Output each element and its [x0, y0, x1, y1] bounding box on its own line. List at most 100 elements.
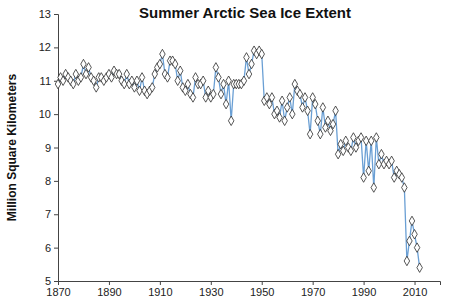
- y-axis: 5 6 7 8 9 10 11 12 13: [39, 8, 59, 287]
- marker: [371, 183, 376, 192]
- y-tick-label: 8: [45, 175, 51, 187]
- marker: [241, 76, 246, 85]
- marker: [216, 73, 221, 82]
- x-tick: 1890: [97, 281, 121, 298]
- marker: [160, 49, 165, 58]
- marker: [402, 183, 407, 192]
- y-tick: 9: [45, 142, 58, 154]
- marker: [399, 173, 404, 182]
- marker: [318, 129, 323, 138]
- marker: [175, 76, 180, 85]
- marker: [407, 236, 412, 245]
- x-tick-label: 1930: [199, 286, 223, 298]
- x-tick-label: 1870: [46, 286, 70, 298]
- marker: [312, 99, 317, 108]
- y-axis-title: Million Square Kilometers: [5, 73, 19, 221]
- title: Summer Arctic Sea Ice Extent: [139, 4, 351, 21]
- x-tick: 1970: [301, 281, 325, 298]
- marker: [228, 116, 233, 125]
- y-tick-label: 10: [39, 108, 51, 120]
- marker: [178, 66, 183, 75]
- marker: [223, 99, 228, 108]
- marker: [315, 116, 320, 125]
- x-tick-mark: [160, 281, 161, 285]
- marker: [417, 263, 422, 272]
- x-tick-label: 1990: [352, 286, 376, 298]
- marker: [290, 109, 295, 118]
- y-tick-mark: [54, 148, 58, 149]
- y-tick: 8: [45, 175, 58, 187]
- x-tick: 1910: [148, 281, 172, 298]
- marker: [157, 59, 162, 68]
- marker: [414, 243, 419, 252]
- y-tick: 5: [45, 275, 58, 287]
- y-tick: 10: [39, 108, 58, 120]
- y-tick: 11: [40, 75, 58, 87]
- marker: [389, 156, 394, 165]
- y-tick: 12: [39, 41, 58, 53]
- x-tick-mark: [313, 281, 314, 285]
- marker: [190, 93, 195, 102]
- marker: [124, 69, 129, 78]
- y-tick-mark: [54, 47, 58, 48]
- marker: [287, 93, 292, 102]
- x-tick-label: 1910: [148, 286, 172, 298]
- y-tick-mark: [54, 281, 58, 282]
- x-tick: 1930: [199, 281, 223, 298]
- marker: [302, 93, 307, 102]
- marker: [282, 116, 287, 125]
- line: [58, 51, 420, 268]
- marker: [213, 63, 218, 72]
- y-tick-mark: [54, 14, 58, 15]
- y-tick-label: 12: [39, 41, 51, 53]
- x-tick-mark: [262, 281, 263, 285]
- marker: [165, 73, 170, 82]
- y-tick-mark: [54, 181, 58, 182]
- marker: [246, 69, 251, 78]
- marker: [412, 230, 417, 239]
- y-tick-mark: [54, 114, 58, 115]
- marker: [149, 83, 154, 92]
- marker: [279, 96, 284, 105]
- x-tick: 1990: [352, 281, 376, 298]
- marker: [305, 106, 310, 115]
- y-tick-label: 7: [45, 208, 51, 220]
- marker: [86, 63, 91, 72]
- y-tick-label: 13: [39, 8, 51, 20]
- marker: [320, 103, 325, 112]
- x-tick: 2010: [403, 281, 427, 298]
- marker: [139, 73, 144, 82]
- x-axis-line: [59, 282, 441, 286]
- marker: [211, 89, 216, 98]
- marker: [185, 79, 190, 88]
- y-tick-mark: [54, 214, 58, 215]
- x-tick-mark: [109, 281, 110, 285]
- marker: [218, 89, 223, 98]
- x-tick-label: 2010: [403, 286, 427, 298]
- y-tick: 13: [39, 8, 58, 20]
- y-tick: 7: [45, 208, 58, 220]
- marker: [330, 119, 335, 128]
- marker: [379, 149, 384, 158]
- y-tick-label: 6: [45, 242, 51, 254]
- x-axis: 1870 1890 1910 1930 1950 1970 1990 2010: [46, 281, 440, 298]
- marker: [374, 133, 379, 142]
- marker: [284, 103, 289, 112]
- marker: [269, 93, 274, 102]
- marker: [333, 106, 338, 115]
- plot-area: [55, 46, 422, 272]
- y-tick-label: 5: [45, 275, 51, 287]
- marker: [172, 59, 177, 68]
- marker: [200, 76, 205, 85]
- y-tick-mark: [54, 248, 58, 249]
- x-tick: 1950: [250, 281, 274, 298]
- marker: [307, 129, 312, 138]
- marker: [409, 216, 414, 225]
- y-tick: 6: [45, 242, 58, 254]
- x-tick-label: 1890: [97, 286, 121, 298]
- x-tick-mark: [364, 281, 365, 285]
- marker: [93, 83, 98, 92]
- x-tick-label: 1970: [301, 286, 325, 298]
- chart: 1870 1890 1910 1930 1950 1970 1990 2010 5 6 7 8 9 10 1…: [0, 0, 450, 306]
- x-tick-mark: [211, 281, 212, 285]
